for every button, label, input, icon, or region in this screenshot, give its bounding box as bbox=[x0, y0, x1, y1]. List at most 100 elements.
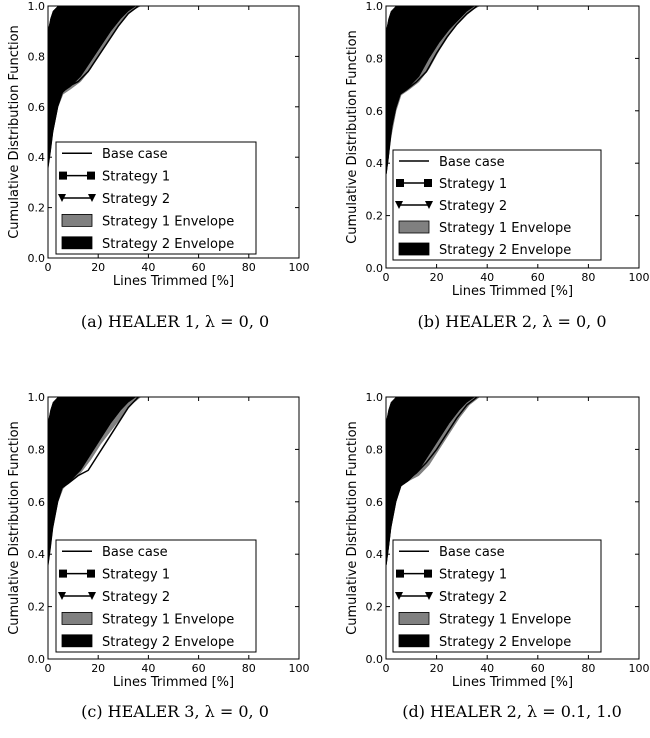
legend-label: Base case bbox=[102, 545, 168, 560]
legend-item: Strategy 1 bbox=[59, 170, 170, 185]
legend: Base case Strategy 1 Strategy 2 Strategy 1 … bbox=[392, 539, 602, 653]
triangle-marker bbox=[425, 201, 433, 209]
x-tick-label: 60 bbox=[192, 261, 206, 274]
legend-item: Strategy 1 Envelope bbox=[398, 220, 571, 236]
legend: Base case Strategy 1 Strategy 2 Strategy 1 … bbox=[55, 539, 257, 653]
y-tick-label: 0.2 bbox=[28, 601, 46, 614]
y-tick-label: 0.6 bbox=[366, 496, 384, 509]
base-case-line bbox=[386, 6, 478, 174]
y-tick-label: 1.0 bbox=[366, 391, 384, 404]
x-tick-label: 20 bbox=[430, 662, 444, 675]
y-tick-label: 1.0 bbox=[366, 0, 384, 13]
y-tick-label: 0.0 bbox=[28, 653, 46, 666]
panel-caption: (c) HEALER 3, λ = 0, 0 bbox=[81, 702, 269, 721]
x-tick-label: 100 bbox=[289, 261, 310, 274]
x-tick-label: 20 bbox=[91, 261, 105, 274]
panel-caption: (d) HEALER 2, λ = 0.1, 1.0 bbox=[402, 702, 622, 721]
strategy-2-envelope bbox=[386, 6, 475, 177]
y-tick-label: 0.2 bbox=[28, 202, 46, 215]
strategy-2-envelope bbox=[48, 397, 137, 568]
base-case-line bbox=[48, 397, 139, 563]
triangle-marker bbox=[58, 592, 66, 600]
legend-box bbox=[55, 539, 257, 653]
y-tick-label: 0.8 bbox=[366, 52, 384, 65]
legend-swatch bbox=[61, 634, 93, 648]
chart-panel: 0 20 40 60 80 100 0.0 0.2 0.4 0.6 0.8 1.0 Lines Trim… bbox=[7, 0, 310, 331]
legend-label: Base case bbox=[439, 545, 505, 560]
legend: Base case Strategy 1 Strategy 2 Strategy 1 … bbox=[55, 141, 257, 255]
plot-area bbox=[48, 397, 142, 568]
x-tick-label: 0 bbox=[45, 261, 52, 274]
x-tick-label: 80 bbox=[581, 662, 595, 675]
legend-label: Strategy 2 bbox=[102, 590, 170, 605]
x-tick-label: 40 bbox=[480, 271, 494, 284]
strategy-2-envelope bbox=[48, 6, 137, 170]
legend-label: Strategy 1 bbox=[102, 568, 170, 583]
y-tick-label: 0.2 bbox=[366, 601, 384, 614]
legend-label: Strategy 1 bbox=[439, 177, 507, 192]
square-marker bbox=[396, 569, 404, 578]
x-tick-label: 80 bbox=[242, 662, 256, 675]
y-tick-label: 0.6 bbox=[366, 105, 384, 118]
legend-swatch bbox=[61, 612, 93, 625]
y-tick-label: 0.4 bbox=[366, 548, 384, 561]
legend-label: Strategy 1 Envelope bbox=[439, 221, 571, 236]
chart-panel: 0 20 40 60 80 100 0.0 0.2 0.4 0.6 0.8 1.0 Lines Trim… bbox=[345, 0, 650, 331]
y-tick-label: 0.0 bbox=[366, 653, 384, 666]
y-tick-label: 0.4 bbox=[28, 151, 46, 164]
legend-label: Strategy 2 bbox=[439, 199, 507, 214]
legend-label: Base case bbox=[102, 147, 168, 162]
x-tick-label: 0 bbox=[383, 271, 390, 284]
legend-item: Strategy 2 Envelope bbox=[398, 634, 571, 650]
plot-area bbox=[48, 6, 141, 170]
legend: Base case Strategy 1 Strategy 2 Strategy 1 … bbox=[392, 149, 602, 261]
triangle-marker bbox=[425, 592, 433, 600]
legend-label: Strategy 2 Envelope bbox=[439, 635, 571, 650]
x-tick-label: 20 bbox=[91, 662, 105, 675]
legend-label: Strategy 2 Envelope bbox=[102, 237, 234, 252]
axes-frame bbox=[385, 5, 640, 269]
legend-item: Strategy 2 Envelope bbox=[398, 242, 571, 258]
legend-label: Strategy 2 bbox=[439, 590, 507, 605]
legend-swatch bbox=[398, 634, 430, 648]
y-tick-label: 1.0 bbox=[28, 0, 46, 13]
x-tick-label: 60 bbox=[192, 662, 206, 675]
x-axis-label: Lines Trimmed [%] bbox=[113, 274, 234, 289]
y-tick-label: 0.4 bbox=[366, 157, 384, 170]
triangle-marker bbox=[88, 592, 96, 600]
legend-item: Strategy 2 bbox=[395, 199, 507, 214]
y-tick-label: 0.8 bbox=[366, 443, 384, 456]
x-axis-label: Lines Trimmed [%] bbox=[113, 675, 234, 690]
square-marker bbox=[396, 179, 404, 187]
strategy-2-envelope bbox=[386, 397, 475, 568]
legend-item: Base case bbox=[62, 147, 168, 162]
legend-swatch bbox=[61, 213, 93, 227]
x-tick-label: 40 bbox=[141, 662, 155, 675]
legend-swatch bbox=[398, 242, 430, 256]
legend-item: Strategy 2 Envelope bbox=[61, 634, 234, 650]
square-marker bbox=[87, 171, 95, 180]
x-tick-label: 80 bbox=[581, 271, 595, 284]
legend-label: Strategy 2 Envelope bbox=[102, 635, 234, 650]
x-tick-label: 100 bbox=[289, 662, 310, 675]
plot-area bbox=[386, 6, 480, 177]
legend-item: Strategy 1 bbox=[396, 177, 507, 192]
legend-swatch bbox=[398, 612, 430, 625]
y-tick-label: 1.0 bbox=[28, 391, 46, 404]
square-marker bbox=[87, 569, 95, 578]
square-marker bbox=[424, 569, 432, 578]
axes-frame bbox=[385, 396, 640, 660]
legend-label: Strategy 2 Envelope bbox=[439, 243, 571, 258]
legend-label: Strategy 1 bbox=[439, 568, 507, 583]
x-tick-label: 100 bbox=[629, 271, 650, 284]
square-marker bbox=[424, 179, 432, 187]
y-tick-label: 0.6 bbox=[28, 496, 46, 509]
y-tick-label: 0.8 bbox=[28, 443, 46, 456]
panel-caption: (a) HEALER 1, λ = 0, 0 bbox=[81, 312, 269, 331]
legend-item: Base case bbox=[399, 155, 505, 170]
y-tick-label: 0.4 bbox=[28, 548, 46, 561]
y-axis-label: Cumulative Distribution Function bbox=[7, 421, 22, 635]
chart-panel: 0 20 40 60 80 100 0.0 0.2 0.4 0.6 0.8 1.0 Lines Trim… bbox=[7, 391, 310, 721]
x-tick-label: 0 bbox=[45, 662, 52, 675]
triangle-marker bbox=[88, 194, 96, 202]
